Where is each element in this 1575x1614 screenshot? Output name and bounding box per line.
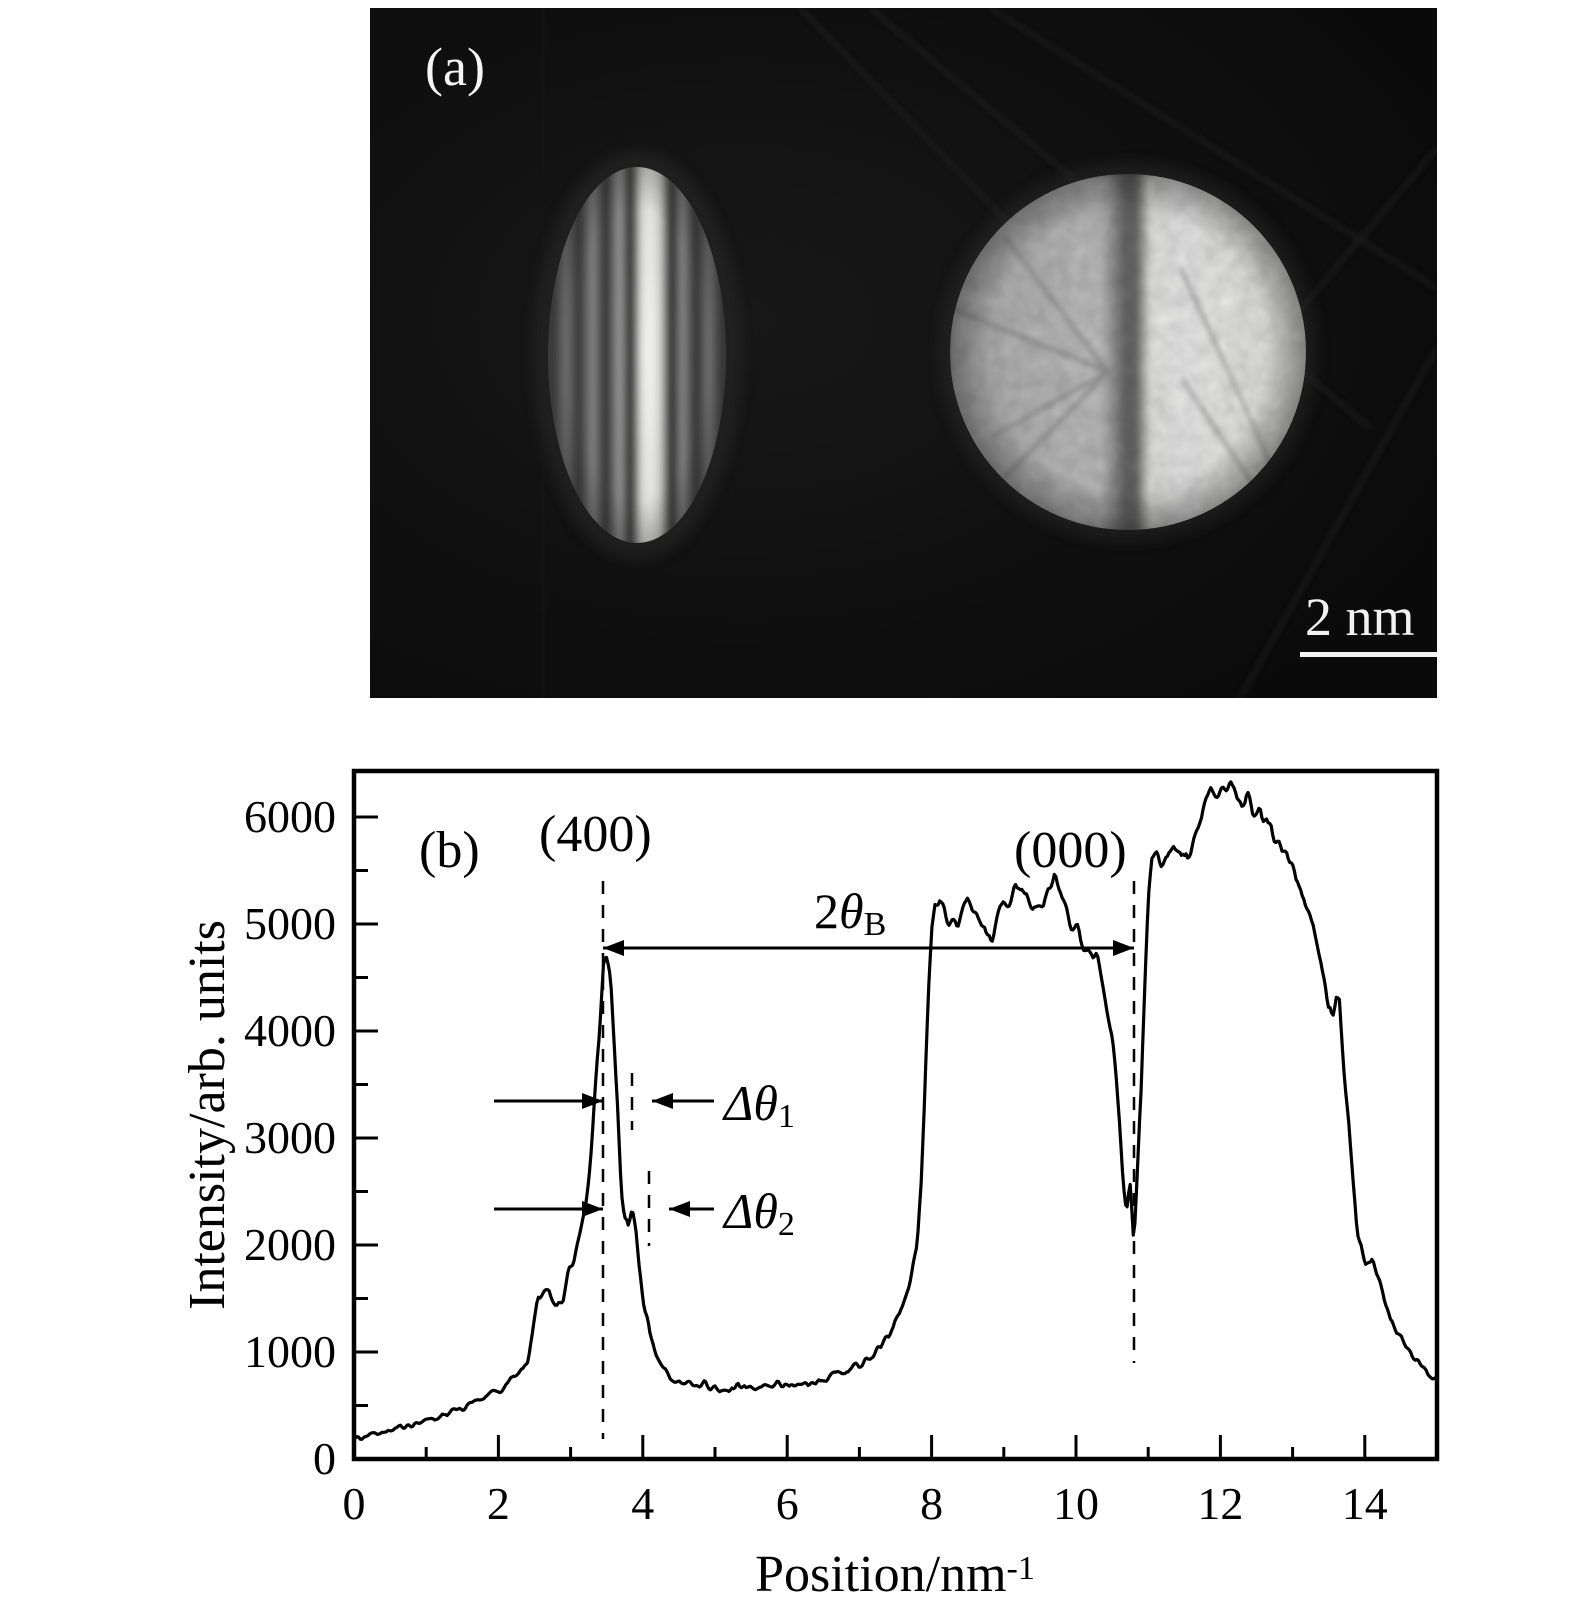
svg-text:0: 0 [313,1433,336,1484]
svg-text:3000: 3000 [244,1112,336,1163]
svg-text:Δθ1: Δθ1 [722,1075,795,1135]
svg-text:(000): (000) [1014,822,1127,879]
svg-text:2θB: 2θB [814,883,886,943]
svg-text:1000: 1000 [244,1326,336,1377]
svg-text:6: 6 [776,1478,799,1529]
svg-text:4: 4 [631,1478,654,1529]
svg-text:2: 2 [487,1478,510,1529]
svg-text:14: 14 [1342,1478,1388,1529]
svg-text:5000: 5000 [244,898,336,949]
svg-text:10: 10 [1053,1478,1099,1529]
svg-text:12: 12 [1197,1478,1243,1529]
svg-text:2000: 2000 [244,1219,336,1270]
svg-text:0: 0 [343,1478,366,1529]
svg-text:Δθ2: Δθ2 [722,1183,795,1243]
svg-text:8: 8 [920,1478,943,1529]
svg-text:(400): (400) [539,806,652,863]
svg-text:6000: 6000 [244,791,336,842]
svg-text:Intensity/arb. units: Intensity/arb. units [179,920,236,1310]
svg-text:(b): (b) [419,822,480,879]
svg-text:4000: 4000 [244,1005,336,1056]
svg-text:Position/nm-1: Position/nm-1 [755,1546,1035,1603]
